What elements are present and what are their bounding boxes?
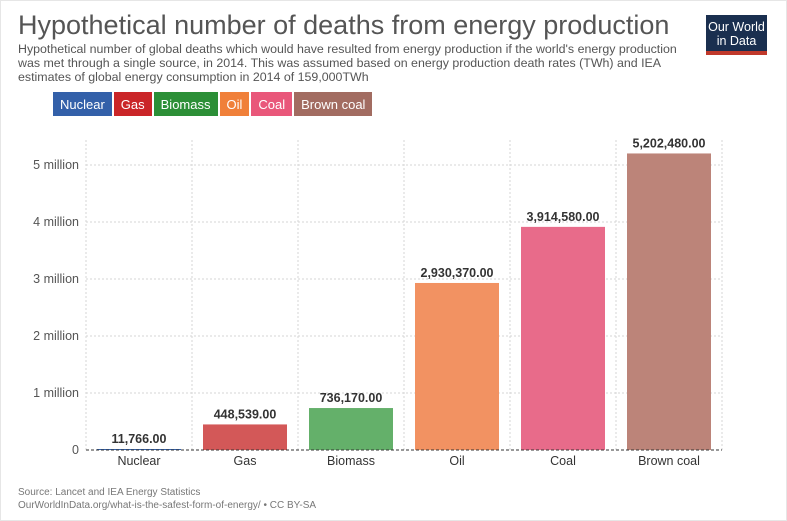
y-tick-label: 5 million — [33, 158, 79, 172]
legend-item-oil[interactable]: Oil — [219, 92, 250, 116]
legend: Nuclear Gas Biomass Oil Coal Brown coal — [53, 92, 373, 116]
y-tick-label: 2 million — [33, 329, 79, 343]
source-url[interactable]: OurWorldInData.org/what-is-the-safest-fo… — [18, 500, 317, 511]
legend-item-nuclear[interactable]: Nuclear — [53, 92, 112, 116]
bar-value-label: 11,766.00 — [112, 432, 167, 446]
bar-gas — [203, 424, 287, 450]
footer: Source: Lancet and IEA Energy Statistics… — [18, 486, 316, 512]
chart-subtitle: Hypothetical number of global deaths whi… — [18, 42, 677, 84]
bar-value-label: 2,930,370.00 — [421, 266, 494, 280]
legend-item-biomass[interactable]: Biomass — [153, 92, 218, 116]
y-tick-label: 0 — [72, 443, 79, 457]
x-tick-label: Biomass — [327, 454, 375, 468]
chart-title: Hypothetical number of deaths from energ… — [18, 10, 670, 40]
bar-biomass — [309, 408, 393, 450]
legend-item-brown-coal[interactable]: Brown coal — [294, 92, 373, 116]
bar-value-label: 448,539.00 — [214, 407, 277, 421]
x-tick-label: Gas — [234, 454, 257, 468]
x-tick-label: Oil — [449, 454, 464, 468]
logo-line-2: in Data — [716, 34, 757, 48]
y-tick-label: 3 million — [33, 272, 79, 286]
bar-brown-coal — [627, 153, 711, 451]
y-tick-label: 4 million — [33, 215, 79, 229]
x-tick-label: Brown coal — [638, 454, 700, 468]
x-tick-label: Nuclear — [117, 454, 160, 468]
bar-value-label: 5,202,480.00 — [633, 136, 706, 150]
bar-oil — [415, 282, 499, 450]
logo-line-1: Our World — [708, 20, 765, 34]
source-note: Source: Lancet and IEA Energy Statistics — [18, 487, 201, 498]
legend-item-coal[interactable]: Coal — [251, 92, 293, 116]
owid-logo[interactable]: Our World in Data — [706, 15, 767, 55]
x-tick-label: Coal — [550, 454, 576, 468]
bar-value-label: 736,170.00 — [320, 391, 383, 405]
legend-item-gas[interactable]: Gas — [113, 92, 152, 116]
bar-coal — [521, 226, 605, 450]
bar-value-label: 3,914,580.00 — [527, 210, 600, 224]
y-tick-label: 1 million — [33, 386, 79, 400]
